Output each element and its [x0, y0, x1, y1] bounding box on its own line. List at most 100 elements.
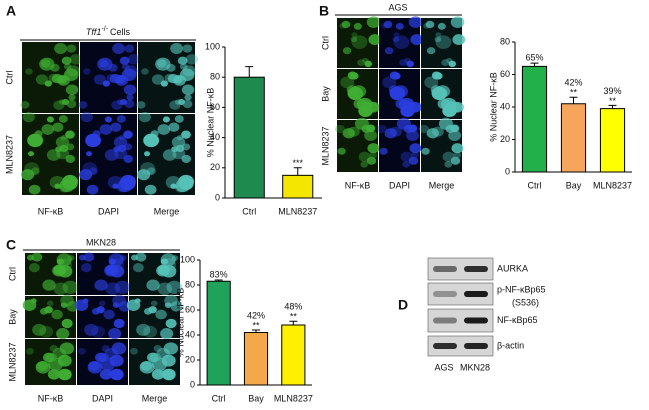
cell-nucleus [121, 63, 130, 70]
cell-nucleus [419, 124, 430, 134]
cell-nucleus [367, 143, 380, 154]
x-tick-label: Bay [566, 180, 582, 190]
x-tick-label: MLN8237 [593, 180, 632, 190]
blot-band [464, 291, 488, 297]
cell-nucleus [157, 282, 173, 295]
blot-strip [427, 335, 494, 357]
title-rest: Cells [110, 27, 131, 37]
blot-label: AURKA [497, 263, 528, 273]
cell-nucleus [358, 151, 371, 162]
cell-nucleus [56, 328, 70, 340]
cell-nucleus [393, 35, 410, 49]
cell-nucleus [55, 146, 63, 153]
value-label: 42% [247, 310, 265, 320]
cell-nucleus [94, 279, 108, 291]
cell-nucleus [22, 111, 35, 123]
panel-title: MKN28 [86, 237, 116, 247]
y-tick-label: 40 [500, 101, 510, 111]
cell-nucleus [98, 300, 106, 307]
cell-nucleus [153, 345, 162, 352]
cell-nucleus [46, 300, 54, 307]
cell-nucleus [393, 85, 409, 98]
row-label: Bay [320, 86, 330, 102]
cell-nucleus [136, 323, 151, 336]
blot-label: NF-κBp65 [497, 315, 538, 325]
cell-nucleus [105, 282, 121, 295]
cell-nucleus [78, 101, 88, 109]
cell-nucleus [382, 76, 397, 89]
bar [281, 324, 306, 386]
cell-nucleus [59, 179, 75, 193]
cell-nucleus [140, 162, 156, 175]
cell-nucleus [32, 323, 47, 336]
y-tick-label: 0 [190, 379, 195, 389]
cell-nucleus [103, 309, 115, 320]
cell-nucleus [351, 32, 358, 38]
cell-nucleus [67, 255, 75, 261]
bar [282, 174, 314, 199]
cell-nucleus [351, 35, 368, 49]
error-bar [214, 279, 223, 282]
cell-nucleus [99, 124, 113, 135]
significance: ** [609, 96, 617, 106]
cell-nucleus [59, 342, 75, 355]
cell-nucleus [47, 369, 61, 380]
cell-nucleus [177, 56, 188, 65]
cell-nucleus [139, 361, 155, 374]
cell-nucleus [111, 342, 127, 355]
cell-nucleus [117, 179, 133, 193]
cell-nucleus [409, 143, 422, 154]
cell-nucleus [46, 116, 54, 123]
cell-nucleus [61, 318, 73, 329]
panel-letter: B [319, 3, 329, 19]
cell-nucleus [51, 73, 63, 84]
cell-nucleus [434, 36, 442, 43]
cell-nucleus [426, 128, 439, 139]
cell-nucleus [22, 299, 37, 311]
cell-nucleus [85, 133, 102, 148]
y-tick-label: 60 [185, 304, 195, 314]
error-bar [608, 104, 617, 109]
x-tick-label: MLN8237 [274, 393, 313, 403]
blot-strip [427, 257, 494, 281]
cell-nucleus [129, 347, 138, 355]
cell-nucleus [453, 151, 462, 159]
cell-nucleus [155, 309, 167, 320]
cell-nucleus [360, 161, 369, 168]
cell-nucleus [442, 151, 455, 162]
row-label: MLN8237 [4, 135, 14, 174]
panel-letter: D [398, 297, 408, 313]
blot-label: β-actin [497, 340, 524, 350]
error-bar [530, 62, 539, 67]
blot-strip [427, 282, 494, 306]
cell-nucleus [384, 47, 394, 55]
cell-nucleus [42, 279, 56, 291]
cell-nucleus [389, 71, 400, 80]
y-axis-label: % Nuclear NF-κB [488, 72, 498, 142]
cell-nucleus [181, 154, 191, 163]
cell-nucleus [151, 369, 165, 380]
y-axis-label: % Nuclear NF-κB [205, 88, 215, 158]
cell-nucleus [393, 32, 400, 38]
bar [599, 108, 626, 173]
cell-nucleus [21, 169, 35, 181]
cell-nucleus [185, 54, 198, 65]
column-label: DAPI [92, 393, 113, 403]
cell-nucleus [364, 60, 373, 68]
cell-nucleus [47, 357, 64, 371]
column-label: NF-κB [38, 206, 64, 216]
cell-nucleus [25, 347, 34, 355]
cell-nucleus [132, 263, 144, 273]
genotype: -/- [101, 26, 108, 33]
cell-nucleus [35, 361, 51, 374]
value-label: 42% [564, 78, 582, 88]
y-tick-label: 0 [505, 166, 510, 176]
cell-nucleus [123, 130, 133, 139]
column-label: Merge [154, 206, 180, 216]
y-tick-label: 20 [500, 134, 510, 144]
bar [560, 103, 587, 173]
cell-nucleus [61, 99, 70, 106]
cell-nucleus [74, 299, 89, 311]
cell-nucleus [151, 357, 168, 371]
